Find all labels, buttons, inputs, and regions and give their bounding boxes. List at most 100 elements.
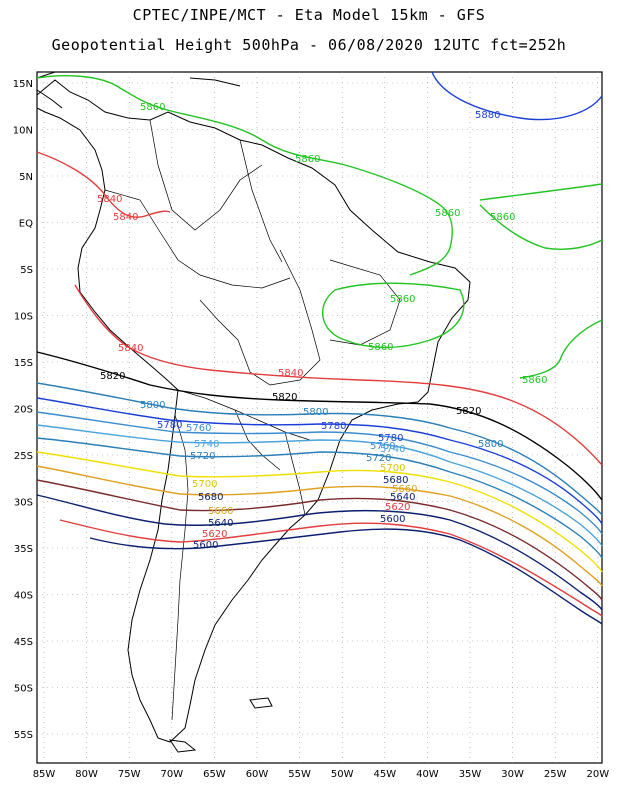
contour-label: 5820 — [272, 392, 297, 403]
lon-tick-label: 35W — [459, 769, 482, 780]
lon-tick-label: 80W — [75, 769, 98, 780]
contour-label: 5840 — [278, 368, 303, 379]
contour-5860-east — [479, 183, 603, 250]
contour-5860-north — [36, 75, 453, 276]
tierra-del-fuego — [168, 739, 197, 753]
lat-tick-label: 15S — [14, 358, 33, 369]
contour-label: 5820 — [100, 371, 125, 382]
lat-tick-label: 50S — [14, 684, 33, 695]
contour-5700 — [36, 451, 603, 573]
contour-5880 — [431, 71, 603, 121]
contour-label: 5840 — [97, 194, 122, 205]
contour-label: 5840 — [113, 212, 138, 223]
lon-tick-label: 85W — [33, 769, 56, 780]
contour-label: 5740 — [380, 444, 405, 455]
map-title-line-1: CPTEC/INPE/MCT - Eta Model 15km - GFS — [132, 6, 486, 24]
lat-tick-label: 15N — [13, 79, 33, 90]
contour-label: 5800 — [140, 400, 165, 411]
map-title-line-2: Geopotential Height 500hPa - 06/08/2020 … — [51, 36, 567, 54]
contour-label: 5640 — [208, 518, 233, 529]
contour-label: 5860 — [390, 294, 415, 305]
contour-label: 5620 — [202, 529, 227, 540]
lon-tick-label: 25W — [544, 769, 567, 780]
lat-tick-label: 25S — [14, 451, 33, 462]
latitude-axis: 15N 10N 5N EQ 5S 10S 15S 20S 25S 30S 35S 40S 45S 50S 5… — [13, 79, 33, 741]
contour-label: 5860 — [295, 154, 320, 165]
contour-label: 5720 — [366, 453, 391, 464]
contour-5740 — [36, 424, 603, 547]
lat-tick-label: 5S — [20, 265, 33, 276]
lon-tick-label: 65W — [203, 769, 226, 780]
longitude-axis: 85W 80W 75W 70W 65W 60W 55W 50W 45W 40W 35W 30W 25W 2… — [33, 769, 610, 780]
lat-lon-grid — [37, 72, 602, 763]
lat-tick-label: 45S — [14, 637, 33, 648]
contour-label: 5760 — [186, 423, 211, 434]
lat-tick-label: 35S — [14, 544, 33, 555]
lon-tick-label: 55W — [288, 769, 311, 780]
contour-label: 5720 — [190, 451, 215, 462]
lat-tick-label: 10N — [13, 126, 33, 137]
map-frame — [36, 71, 603, 764]
lon-tick-label: 70W — [160, 769, 183, 780]
country-borders — [104, 119, 401, 721]
contour-label: 5800 — [478, 439, 503, 450]
contour-label: 5700 — [192, 479, 217, 490]
contour-label: 5880 — [475, 110, 500, 121]
contour-5800 — [36, 382, 603, 516]
contour-label: 5600 — [193, 540, 218, 551]
contour-label: 5860 — [140, 102, 165, 113]
lon-tick-label: 40W — [416, 769, 439, 780]
contour-label: 5860 — [435, 208, 460, 219]
contour-label: 5620 — [385, 502, 410, 513]
coastline — [36, 71, 471, 753]
lat-tick-label: 10S — [14, 312, 33, 323]
contour-5680 — [36, 465, 603, 587]
contour-label: 5860 — [490, 212, 515, 223]
contour-5620 — [59, 519, 603, 617]
contour-5840 — [74, 284, 603, 466]
contour-label: 5640 — [390, 492, 415, 503]
lon-tick-label: 75W — [118, 769, 141, 780]
lat-tick-label: EQ — [19, 219, 33, 230]
contour-label: 5740 — [194, 439, 219, 450]
contour-labels: 5880 5860 5860 5860 5860 5860 5860 5860 … — [97, 102, 547, 551]
contour-label: 5600 — [380, 514, 405, 525]
contour-5860-loop — [322, 282, 465, 349]
contour-5840-north — [36, 151, 171, 218]
lat-tick-label: 20S — [14, 405, 33, 416]
lat-tick-label: 30S — [14, 498, 33, 509]
lat-tick-label: 55S — [14, 730, 33, 741]
contour-5640 — [36, 494, 603, 611]
contour-label: 5780 — [378, 433, 403, 444]
lat-tick-label: 40S — [14, 591, 33, 602]
contour-5780 — [36, 397, 603, 525]
cuba-island — [189, 77, 241, 87]
lon-tick-label: 45W — [373, 769, 396, 780]
contour-label: 5760 — [370, 441, 395, 452]
contour-5860-se — [519, 319, 603, 379]
lon-tick-label: 30W — [501, 769, 524, 780]
falklands-island — [249, 697, 273, 709]
contour-5820 — [36, 351, 603, 501]
contour-lines — [36, 71, 603, 625]
contour-label: 5700 — [380, 463, 405, 474]
contour-5720 — [36, 437, 603, 559]
contour-label: 5780 — [157, 420, 182, 431]
contour-label: 5680 — [383, 475, 408, 486]
lon-tick-label: 50W — [331, 769, 354, 780]
contour-label: 5660 — [392, 484, 417, 495]
contour-label: 5780 — [321, 421, 346, 432]
contour-5660 — [36, 479, 603, 601]
south-america-coast — [36, 79, 471, 743]
contour-label: 5860 — [368, 342, 393, 353]
contour-label: 5660 — [208, 506, 233, 517]
lon-tick-label: 20W — [586, 769, 609, 780]
lon-tick-label: 60W — [246, 769, 269, 780]
contour-label: 5820 — [456, 406, 481, 417]
lat-tick-label: 5N — [19, 172, 33, 183]
contour-label: 5800 — [303, 407, 328, 418]
contour-label: 5680 — [198, 492, 223, 503]
contour-label: 5860 — [522, 375, 547, 386]
contour-label: 5840 — [118, 343, 143, 354]
